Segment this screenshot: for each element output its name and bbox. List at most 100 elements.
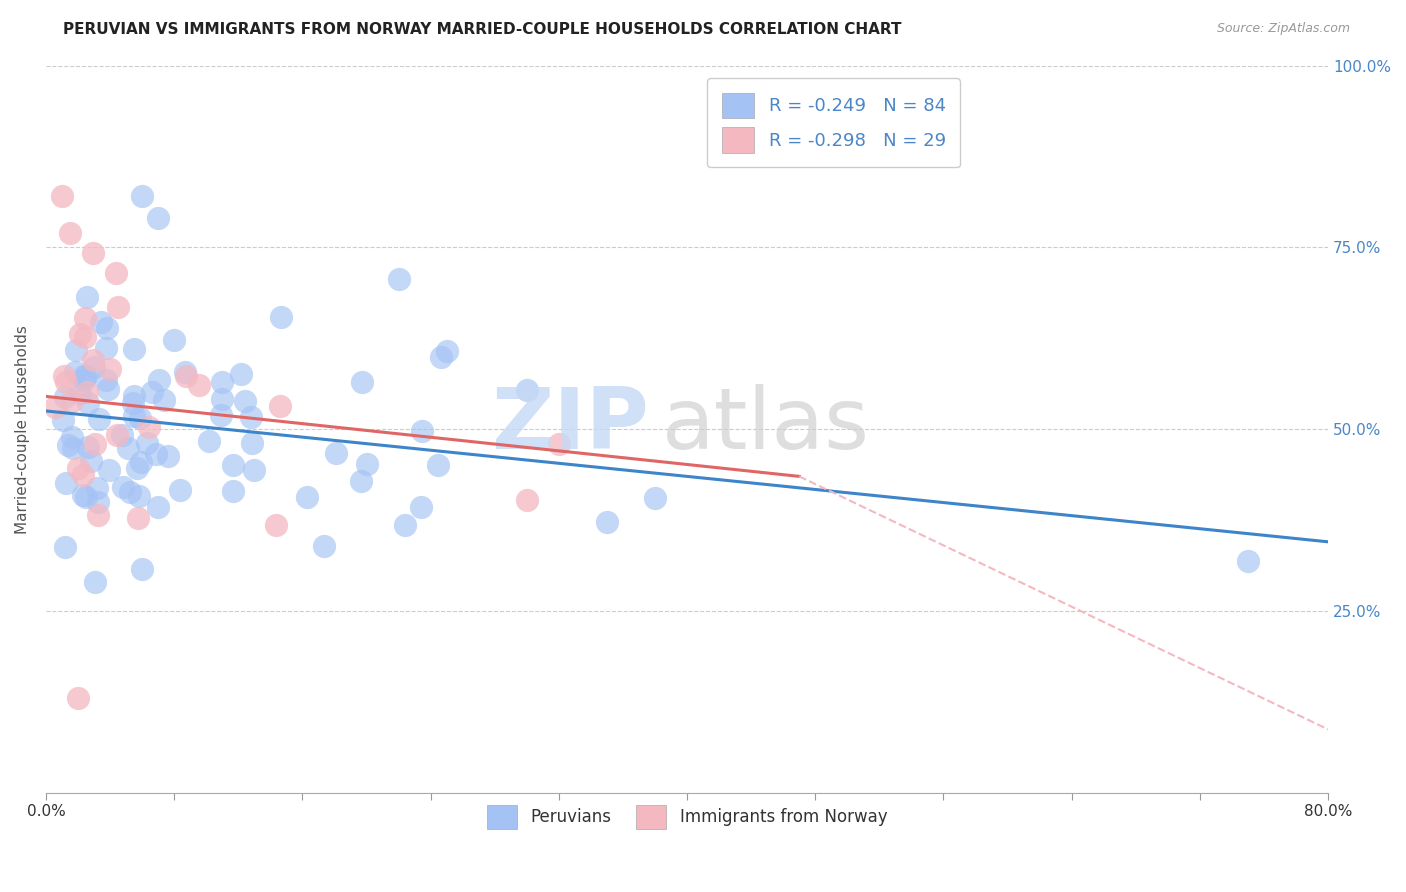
Point (52, 369, 75, 384)
Point (105, 266, 128, 280)
Text: Source: ZipAtlas.com: Source: ZipAtlas.com (1216, 22, 1350, 36)
Point (87, 495, 110, 509)
Point (96, 321, 118, 335)
Point (53, 390, 76, 404)
Point (73, 311, 96, 326)
Point (121, 396, 143, 410)
Point (516, 493, 538, 508)
Point (73, 368, 96, 383)
Point (349, 474, 371, 488)
Point (82, 245, 104, 260)
Point (69, 385, 91, 400)
Point (209, 409, 232, 423)
Point (112, 480, 135, 494)
Text: ZIP: ZIP (491, 384, 648, 467)
Point (152, 392, 174, 407)
Point (75, 330, 97, 344)
Point (387, 272, 409, 286)
Point (65, 343, 87, 357)
Point (239, 410, 262, 425)
Point (138, 419, 160, 434)
Point (83, 575, 105, 590)
Legend: Peruvians, Immigrants from Norway: Peruvians, Immigrants from Norway (481, 798, 894, 835)
Point (211, 375, 233, 389)
Point (66, 691, 89, 706)
Point (188, 378, 211, 392)
Point (128, 411, 150, 425)
Point (59, 226, 82, 240)
Point (430, 350, 453, 364)
Point (394, 518, 416, 533)
Point (77, 396, 100, 410)
Point (131, 562, 153, 576)
Point (325, 446, 347, 460)
Point (83, 359, 105, 374)
Point (222, 458, 245, 472)
Point (127, 510, 149, 524)
Point (198, 434, 221, 448)
Point (120, 485, 142, 500)
Point (426, 458, 449, 473)
Point (87, 508, 110, 522)
Point (86, 481, 108, 495)
Text: PERUVIAN VS IMMIGRANTS FROM NORWAY MARRIED-COUPLE HOUSEHOLDS CORRELATION CHART: PERUVIAN VS IMMIGRANTS FROM NORWAY MARRI… (63, 22, 901, 37)
Point (235, 394, 257, 409)
Point (94, 373, 117, 387)
Point (100, 362, 122, 376)
Point (111, 428, 134, 442)
Point (229, 367, 252, 381)
Point (90, 315, 112, 329)
Point (117, 441, 139, 455)
Point (63, 365, 86, 379)
Point (297, 490, 319, 504)
Point (55, 375, 77, 389)
Y-axis label: Married-couple Households: Married-couple Households (15, 325, 30, 533)
Point (264, 518, 287, 533)
Point (105, 428, 128, 442)
Point (145, 447, 167, 461)
Point (169, 483, 191, 498)
Point (75, 490, 97, 504)
Point (173, 365, 195, 379)
Point (60, 430, 83, 444)
Point (55, 475, 77, 490)
Point (107, 301, 129, 315)
Point (80, 454, 103, 468)
Point (222, 483, 245, 498)
Point (644, 491, 666, 505)
Point (146, 211, 169, 226)
Point (58, 437, 80, 451)
Point (211, 392, 233, 407)
Point (94, 341, 117, 355)
Point (1237, 554, 1260, 568)
Point (131, 189, 153, 203)
Point (240, 436, 263, 450)
Point (55, 540, 77, 554)
Point (129, 455, 152, 469)
Point (82, 352, 104, 367)
Point (69, 327, 91, 342)
Point (122, 409, 145, 423)
Point (72, 488, 94, 502)
Point (269, 399, 291, 413)
Point (52, 413, 75, 427)
Point (516, 383, 538, 397)
Point (76, 384, 98, 399)
Point (135, 435, 157, 450)
Point (270, 310, 292, 324)
Point (77, 440, 100, 454)
Point (89, 412, 111, 426)
Point (148, 372, 170, 386)
Point (141, 385, 163, 400)
Point (122, 389, 145, 403)
Point (76, 290, 98, 304)
Point (128, 489, 150, 503)
Point (97, 382, 120, 396)
Point (122, 342, 145, 356)
Point (174, 368, 197, 383)
Point (146, 500, 169, 514)
Point (411, 424, 433, 438)
Point (73, 373, 96, 387)
Point (83, 437, 105, 451)
Point (436, 344, 458, 359)
